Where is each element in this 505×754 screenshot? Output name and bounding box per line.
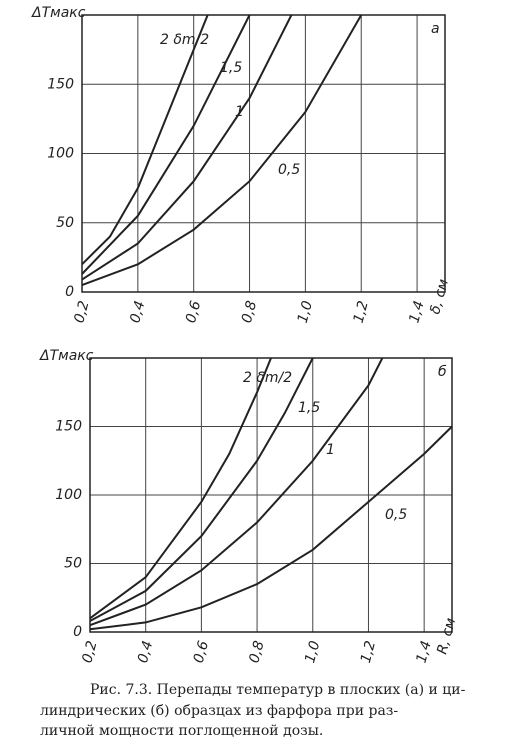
y-tick-label: 150 — [55, 419, 82, 435]
curve-label: 2 δm/2 — [160, 32, 209, 48]
caption-line: линдрических (б) образцах из фарфора при… — [40, 703, 398, 719]
curve-label: 1,5 — [298, 400, 320, 416]
x-tick-label: 0,8 — [239, 299, 260, 325]
x-tick-label: 0,6 — [191, 639, 212, 665]
x-tick-label: 0,4 — [127, 299, 148, 325]
x-tick-label: 0,8 — [246, 639, 267, 665]
y-tick-label: 0 — [65, 284, 74, 300]
y-axis-label: ΔTмакс — [39, 348, 94, 364]
y-tick-label: 50 — [64, 556, 82, 572]
y-tick-label: 100 — [55, 487, 82, 503]
y-tick-label: 0 — [73, 624, 82, 640]
y-axis-label: ΔTмакс — [31, 5, 86, 21]
x-tick-label: 1,2 — [358, 639, 379, 665]
curve-label: 2 δm/2 — [243, 370, 292, 386]
x-axis-label: R, см — [434, 616, 459, 656]
x-tick-label: 1,0 — [302, 639, 323, 665]
y-tick-label: 50 — [56, 215, 74, 231]
curve-label: 1 — [326, 442, 335, 458]
curve — [89, 357, 314, 622]
x-tick-label: 0,2 — [71, 299, 92, 325]
x-tick-label: 1,0 — [295, 299, 316, 325]
x-tick-label: 1,4 — [414, 639, 435, 665]
curve-label: 1 — [235, 104, 244, 120]
curve — [89, 357, 272, 620]
x-tick-label: 1,2 — [351, 299, 372, 325]
x-tick-label: 0,4 — [135, 639, 156, 665]
curve — [81, 14, 209, 266]
curve — [81, 14, 251, 275]
curve-label: 0,5 — [278, 162, 300, 178]
curve-label: 0,5 — [385, 507, 407, 523]
caption-line: Рис. 7.3. Перепады температур в плоских … — [90, 682, 466, 698]
x-tick-label: 0,2 — [79, 639, 100, 665]
curve — [89, 425, 453, 631]
panel-label: б — [438, 364, 447, 380]
curve — [81, 14, 363, 287]
curve — [81, 14, 293, 281]
x-tick-label: 0,6 — [183, 299, 204, 325]
x-axis-label: δ, см — [427, 277, 452, 316]
x-tick-label: 1,4 — [406, 299, 427, 325]
plot-frame — [81, 14, 446, 293]
curve — [89, 357, 384, 627]
panel-label: а — [431, 21, 440, 37]
y-tick-label: 150 — [47, 76, 74, 92]
caption-line: личной мощности поглощенной дозы. — [40, 723, 323, 739]
curve-label: 1,5 — [220, 60, 242, 76]
y-tick-label: 100 — [47, 146, 74, 162]
